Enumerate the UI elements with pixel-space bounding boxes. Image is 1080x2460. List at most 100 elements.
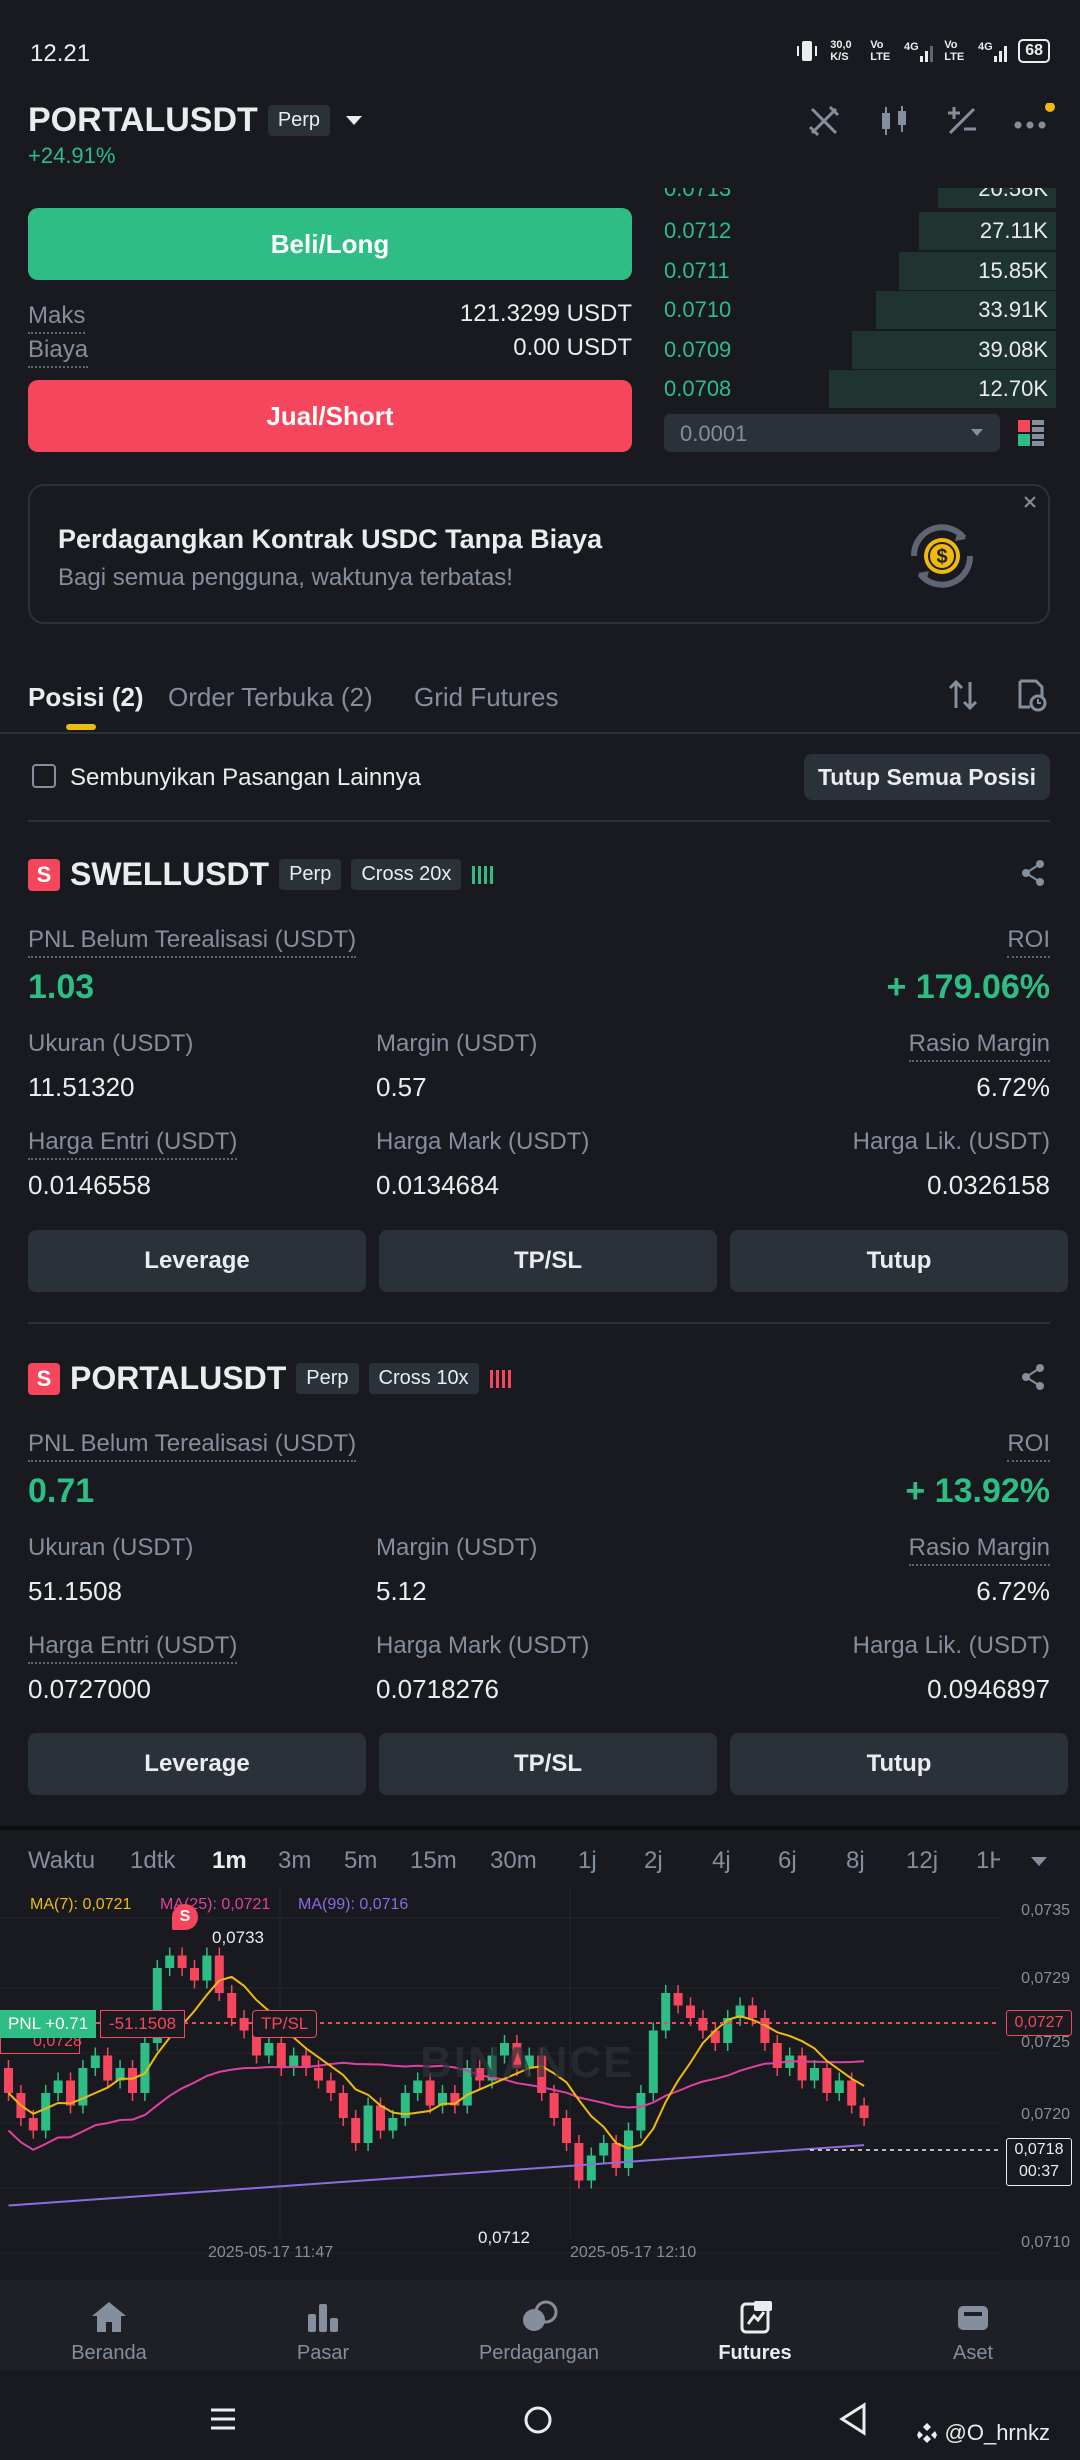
liq-price-value: 0.0946897 <box>927 1674 1050 1704</box>
candle-body <box>78 2068 88 2106</box>
orderbook-layout-icon[interactable] <box>1016 418 1046 448</box>
candle-body <box>748 2005 757 2018</box>
candle-chart-icon[interactable] <box>876 103 912 139</box>
roi-value: + 13.92% <box>905 1472 1050 1510</box>
timeframe-30m[interactable]: 30m <box>490 1847 537 1874</box>
share-icon[interactable] <box>1018 858 1048 888</box>
sell-marker: S <box>172 1904 198 1930</box>
position-type-tag: Perp <box>296 1363 359 1394</box>
symbol-selector[interactable]: PORTALUSDT Perp <box>28 101 364 140</box>
candle-body <box>227 1993 237 2018</box>
candle-body <box>723 2018 733 2043</box>
watermark-logo: BINANCE <box>420 2038 635 2087</box>
timeframe-3m[interactable]: 3m <box>278 1847 312 1874</box>
close-all-positions-button[interactable]: Tutup Semua Posisi <box>804 754 1050 800</box>
orderbook-row[interactable]: 0.0710 33.91K <box>664 291 1056 329</box>
timeframe-1m[interactable]: 1m <box>212 1847 247 1874</box>
share-icon[interactable] <box>1018 1362 1048 1392</box>
pnl-label: PNL Belum Terealisasi (USDT) <box>28 926 357 958</box>
hide-pairs-label[interactable]: Sembunyikan Pasangan Lainnya <box>70 764 421 791</box>
position-symbol: SWELLUSDT <box>70 856 270 892</box>
position-mode-tag[interactable]: Cross 10x <box>368 1363 479 1394</box>
candle-chart-svg <box>0 1888 1000 2254</box>
home-circle-icon[interactable] <box>522 2404 554 2436</box>
timeframe-1s[interactable]: 1dtk <box>130 1847 176 1874</box>
promo-title: Perdagangkan Kontrak USDC Tanpa Biaya <box>58 524 603 554</box>
candle-body <box>252 2030 261 2056</box>
timeframe-1d[interactable]: 1H <box>976 1847 1000 1874</box>
tpsl-button[interactable]: TP/SL <box>379 1230 717 1292</box>
pnl-tag[interactable]: PNL +0.71 <box>0 2010 97 2038</box>
timeframe-4h[interactable]: 4j <box>712 1847 731 1874</box>
leverage-button[interactable]: Leverage <box>28 1733 366 1795</box>
short-badge: S <box>28 858 60 891</box>
orderbook-row[interactable]: 0.0708 12.70K <box>664 370 1056 408</box>
battery-icon: 68 <box>1018 39 1050 63</box>
timeframe-1h[interactable]: 1j <box>578 1847 597 1874</box>
orderbook-row[interactable]: 0.0711 15.85K <box>664 252 1056 290</box>
price-chart[interactable]: BINANCE MA(7): 0,0721 MA(25): 0,0721 MA(… <box>0 1888 1080 2266</box>
candle-body <box>177 1955 187 1968</box>
tab-grid-futures[interactable]: Grid Futures <box>414 682 559 712</box>
hide-pairs-checkbox[interactable] <box>32 764 56 788</box>
candle-body <box>400 2093 410 2118</box>
tpsl-tag[interactable]: TP/SL <box>252 2010 318 2038</box>
back-icon[interactable] <box>838 2402 868 2436</box>
nav-trade[interactable]: Perdagangan <box>464 2300 614 2365</box>
roi-label: ROI <box>1007 926 1050 958</box>
nav-futures[interactable]: Futures <box>680 2300 830 2365</box>
candle-body <box>140 2043 150 2093</box>
orderbook-row[interactable]: 0.0712 27.11K <box>664 212 1056 250</box>
sell-short-button[interactable]: Jual/Short <box>28 380 632 452</box>
nav-market[interactable]: Pasar <box>248 2300 398 2365</box>
precision-value: 0.0001 <box>680 421 748 446</box>
promo-banner[interactable]: Perdagangkan Kontrak USDC Tanpa Biaya Ba… <box>28 484 1050 624</box>
candle-body <box>90 2055 100 2068</box>
last-price-tag: 0,0718 00:37 <box>1006 2138 1072 2186</box>
svg-text:4G: 4G <box>978 41 993 53</box>
binance-logo-icon <box>916 2423 937 2443</box>
recent-apps-icon[interactable] <box>208 2404 238 2434</box>
swords-icon[interactable] <box>806 103 842 139</box>
candle-body <box>586 2155 596 2181</box>
tpsl-button[interactable]: TP/SL <box>379 1733 717 1795</box>
card-divider <box>28 1322 1050 1324</box>
timeframe-15m[interactable]: 15m <box>410 1847 457 1874</box>
nav-home[interactable]: Beranda <box>34 2300 184 2365</box>
market-icon <box>308 2304 338 2332</box>
nav-assets[interactable]: Aset <box>898 2300 1048 2365</box>
tab-positions[interactable]: Posisi (2) <box>28 682 144 712</box>
high-price-label: 0,0733 <box>212 1928 264 1947</box>
history-doc-icon[interactable] <box>1014 678 1048 712</box>
candle-body <box>239 2018 249 2031</box>
orderbook-row[interactable]: 0.0713 20.58K <box>664 188 1056 208</box>
orderbook-row[interactable]: 0.0709 39.08K <box>664 331 1056 369</box>
chevron-down-icon[interactable] <box>1030 1856 1048 1868</box>
position-mode-tag[interactable]: Cross 20x <box>351 859 462 890</box>
candle-body <box>599 2143 609 2156</box>
percent-calc-icon[interactable] <box>944 103 980 139</box>
sort-icon[interactable] <box>946 678 980 712</box>
more-icon[interactable] <box>1012 103 1056 139</box>
net-speed: 30,0 K/S <box>830 39 852 63</box>
timeframe-6h[interactable]: 6j <box>778 1847 797 1874</box>
tab-open-orders[interactable]: Order Terbuka (2) <box>168 682 373 712</box>
precision-select[interactable]: 0.0001 <box>664 414 1000 452</box>
candle-body <box>847 2080 857 2106</box>
status-bar: 12.21 30,0 K/S Vo LTE 4G Vo LTE 4G 68 <box>0 0 1080 100</box>
close-position-button[interactable]: Tutup <box>730 1733 1068 1795</box>
promo-close-icon[interactable] <box>1022 494 1038 510</box>
risk-bars-icon <box>472 865 494 884</box>
timeframe-2h[interactable]: 2j <box>644 1847 663 1874</box>
timeframe-8h[interactable]: 8j <box>846 1847 865 1874</box>
nav-label: Futures <box>718 2342 792 2364</box>
buy-long-button[interactable]: Beli/Long <box>28 208 632 280</box>
chevron-down-icon <box>346 115 363 125</box>
close-position-button[interactable]: Tutup <box>730 1230 1068 1292</box>
home-icon <box>92 2302 126 2332</box>
timeframe-5m[interactable]: 5m <box>344 1847 378 1874</box>
candle-body <box>524 2055 534 2068</box>
timeframe-12h[interactable]: 12j <box>906 1847 939 1874</box>
leverage-button[interactable]: Leverage <box>28 1230 366 1292</box>
candle-body <box>512 2043 522 2068</box>
